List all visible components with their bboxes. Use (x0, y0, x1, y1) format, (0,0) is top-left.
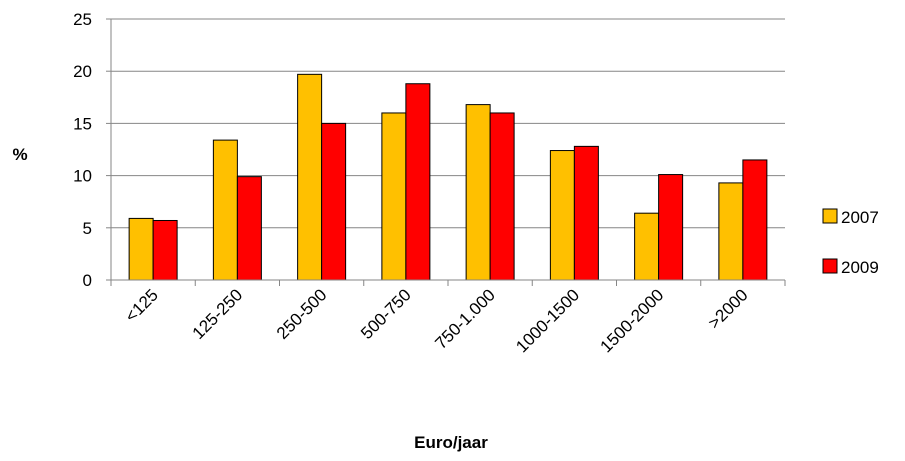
gridlines (111, 18, 785, 229)
y-tick-label: 25 (73, 10, 92, 29)
bar-2007-5 (549, 150, 575, 281)
bar-2007-0 (128, 217, 154, 281)
x-tick-label: 250-500 (273, 285, 331, 343)
bar-2007-6 (634, 212, 660, 281)
y-tick-label: 15 (73, 114, 92, 133)
bar-2007-4 (465, 104, 491, 281)
x-tick-label: >2000 (705, 285, 752, 332)
x-axis-label: Euro/jaar (414, 433, 488, 452)
bar-2007-1 (212, 139, 238, 281)
legend-swatch-2007 (822, 208, 838, 224)
x-tick-label: 1000-1500 (512, 285, 583, 356)
legend-swatch-2009 (822, 258, 838, 274)
axes (106, 18, 786, 286)
x-tick-labels: <125 125-250 250-500 500-750 750-1.000 1000-1… (121, 285, 751, 356)
legend-label-2009: 2009 (841, 258, 879, 277)
bar-2009-5 (573, 145, 599, 281)
bar-2009-7 (742, 159, 768, 281)
bar-2009-1 (236, 176, 262, 281)
legend: 2007 2009 (822, 208, 879, 277)
x-tick-label: <125 (121, 285, 162, 326)
bar-2007-3 (381, 112, 407, 281)
bar-2009-3 (405, 83, 431, 281)
x-tick-label: 500-750 (357, 285, 415, 343)
bar-2009-6 (658, 174, 684, 281)
y-axis-label: % (12, 145, 27, 164)
x-tick-label: 750-1.000 (431, 285, 499, 353)
legend-label-2007: 2007 (841, 208, 879, 227)
bar-2009-2 (321, 122, 347, 281)
y-tick-label: 0 (83, 271, 92, 290)
bar-2009-4 (489, 112, 515, 281)
bar-2007-2 (297, 73, 323, 281)
bar-2009-0 (152, 219, 178, 281)
y-tick-labels: 0 5 10 15 20 25 (73, 10, 92, 290)
y-tick-label: 10 (73, 167, 92, 186)
y-tick-label: 20 (73, 62, 92, 81)
x-tick-label: 125-250 (189, 285, 247, 343)
bar-2007-7 (718, 182, 744, 281)
y-tick-label: 5 (83, 219, 92, 238)
x-tick-label: 1500-2000 (597, 285, 668, 356)
bars (128, 73, 768, 281)
